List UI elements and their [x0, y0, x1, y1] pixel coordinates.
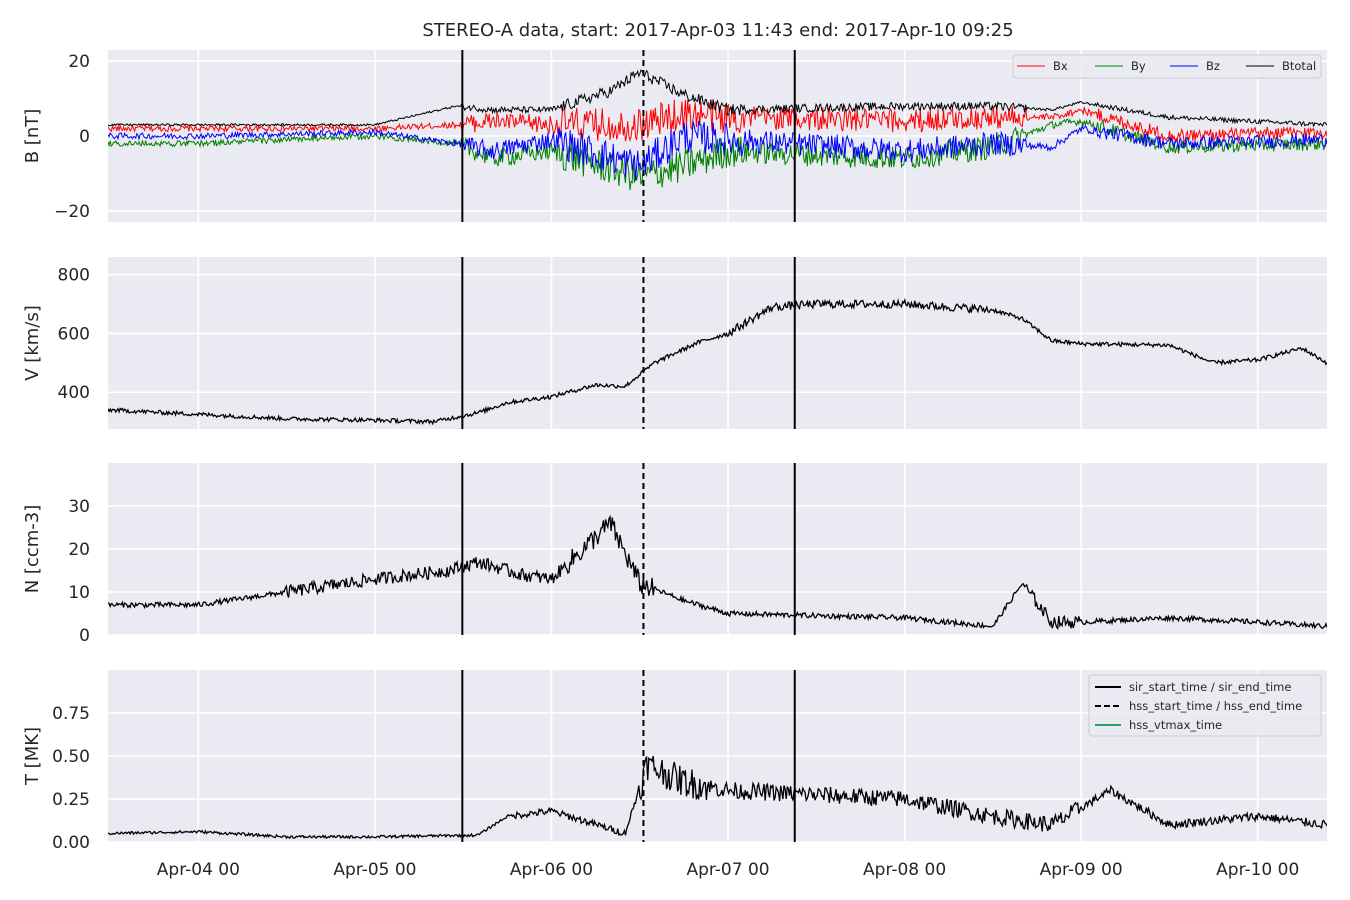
y-tick-label: 600 — [58, 324, 90, 344]
panel-b: 20 0 −20 B [nT] — [22, 50, 1327, 222]
x-tick-label: Apr-10 00 — [1216, 860, 1299, 880]
y-tick-label: 0.50 — [52, 747, 90, 767]
panel-v-data — [108, 297, 1327, 426]
y-tick-label: 800 — [58, 266, 90, 286]
x-tick-label: Apr-09 00 — [1040, 860, 1123, 880]
panel-v-background — [108, 257, 1327, 429]
y-tick-label: 20 — [68, 52, 90, 72]
series-line-bz — [108, 120, 1327, 181]
series-line-v — [108, 297, 1327, 426]
legend-b-label: Bx — [1053, 59, 1068, 73]
y-tick-label: 0.25 — [52, 790, 90, 810]
series-line-bx — [108, 99, 1327, 143]
series-line-n — [108, 514, 1327, 631]
y-tick-label: 10 — [68, 583, 90, 603]
legend-t-label: hss_start_time / hss_end_time — [1129, 699, 1302, 713]
y-axis-label: N [ccm-3] — [22, 505, 43, 594]
panel-v: 800 600 400 V [km/s] — [22, 257, 1327, 429]
legend-t-frame — [1088, 674, 1322, 737]
legend-b-frame — [1012, 54, 1322, 79]
y-tick-label: 30 — [68, 497, 90, 517]
panel-t-data — [108, 755, 1327, 840]
legend-b: Bx By Bz Btotal — [1012, 54, 1322, 79]
x-tick-label: Apr-05 00 — [333, 860, 416, 880]
y-axis-label: T [MK] — [22, 727, 43, 786]
x-tick-label: Apr-07 00 — [686, 860, 769, 880]
y-tick-label: 0.00 — [52, 833, 90, 853]
figure-title: STEREO-A data, start: 2017-Apr-03 11:43 … — [422, 20, 1013, 41]
legend-t-label: hss_vtmax_time — [1129, 718, 1222, 732]
x-tick-label: Apr-06 00 — [510, 860, 593, 880]
panel-b-data — [108, 69, 1327, 191]
y-tick-label: 0 — [79, 127, 90, 147]
y-tick-label: −20 — [54, 202, 90, 222]
series-line-btotal — [108, 69, 1327, 128]
series-line-t — [108, 755, 1327, 840]
legend-t: sir_start_time / sir_end_time hss_start_t… — [1088, 674, 1322, 737]
x-tick-label: Apr-04 00 — [157, 860, 240, 880]
x-tick-label: Apr-08 00 — [863, 860, 946, 880]
y-axis-label: B [nT] — [22, 109, 43, 164]
legend-b-label: By — [1131, 59, 1146, 73]
y-tick-label: 20 — [68, 540, 90, 560]
y-axis-label: V [km/s] — [22, 305, 43, 380]
panel-n: 30 20 10 0 N [ccm-3] — [22, 463, 1327, 646]
y-tick-label: 0 — [79, 626, 90, 646]
panel-n-data — [108, 514, 1327, 631]
legend-b-label: Bz — [1206, 59, 1220, 73]
y-tick-label: 0.75 — [52, 704, 90, 724]
legend-b-label: Btotal — [1282, 59, 1316, 73]
y-tick-label: 400 — [58, 383, 90, 403]
series-line-by — [108, 118, 1327, 191]
legend-t-label: sir_start_time / sir_end_time — [1129, 680, 1291, 694]
